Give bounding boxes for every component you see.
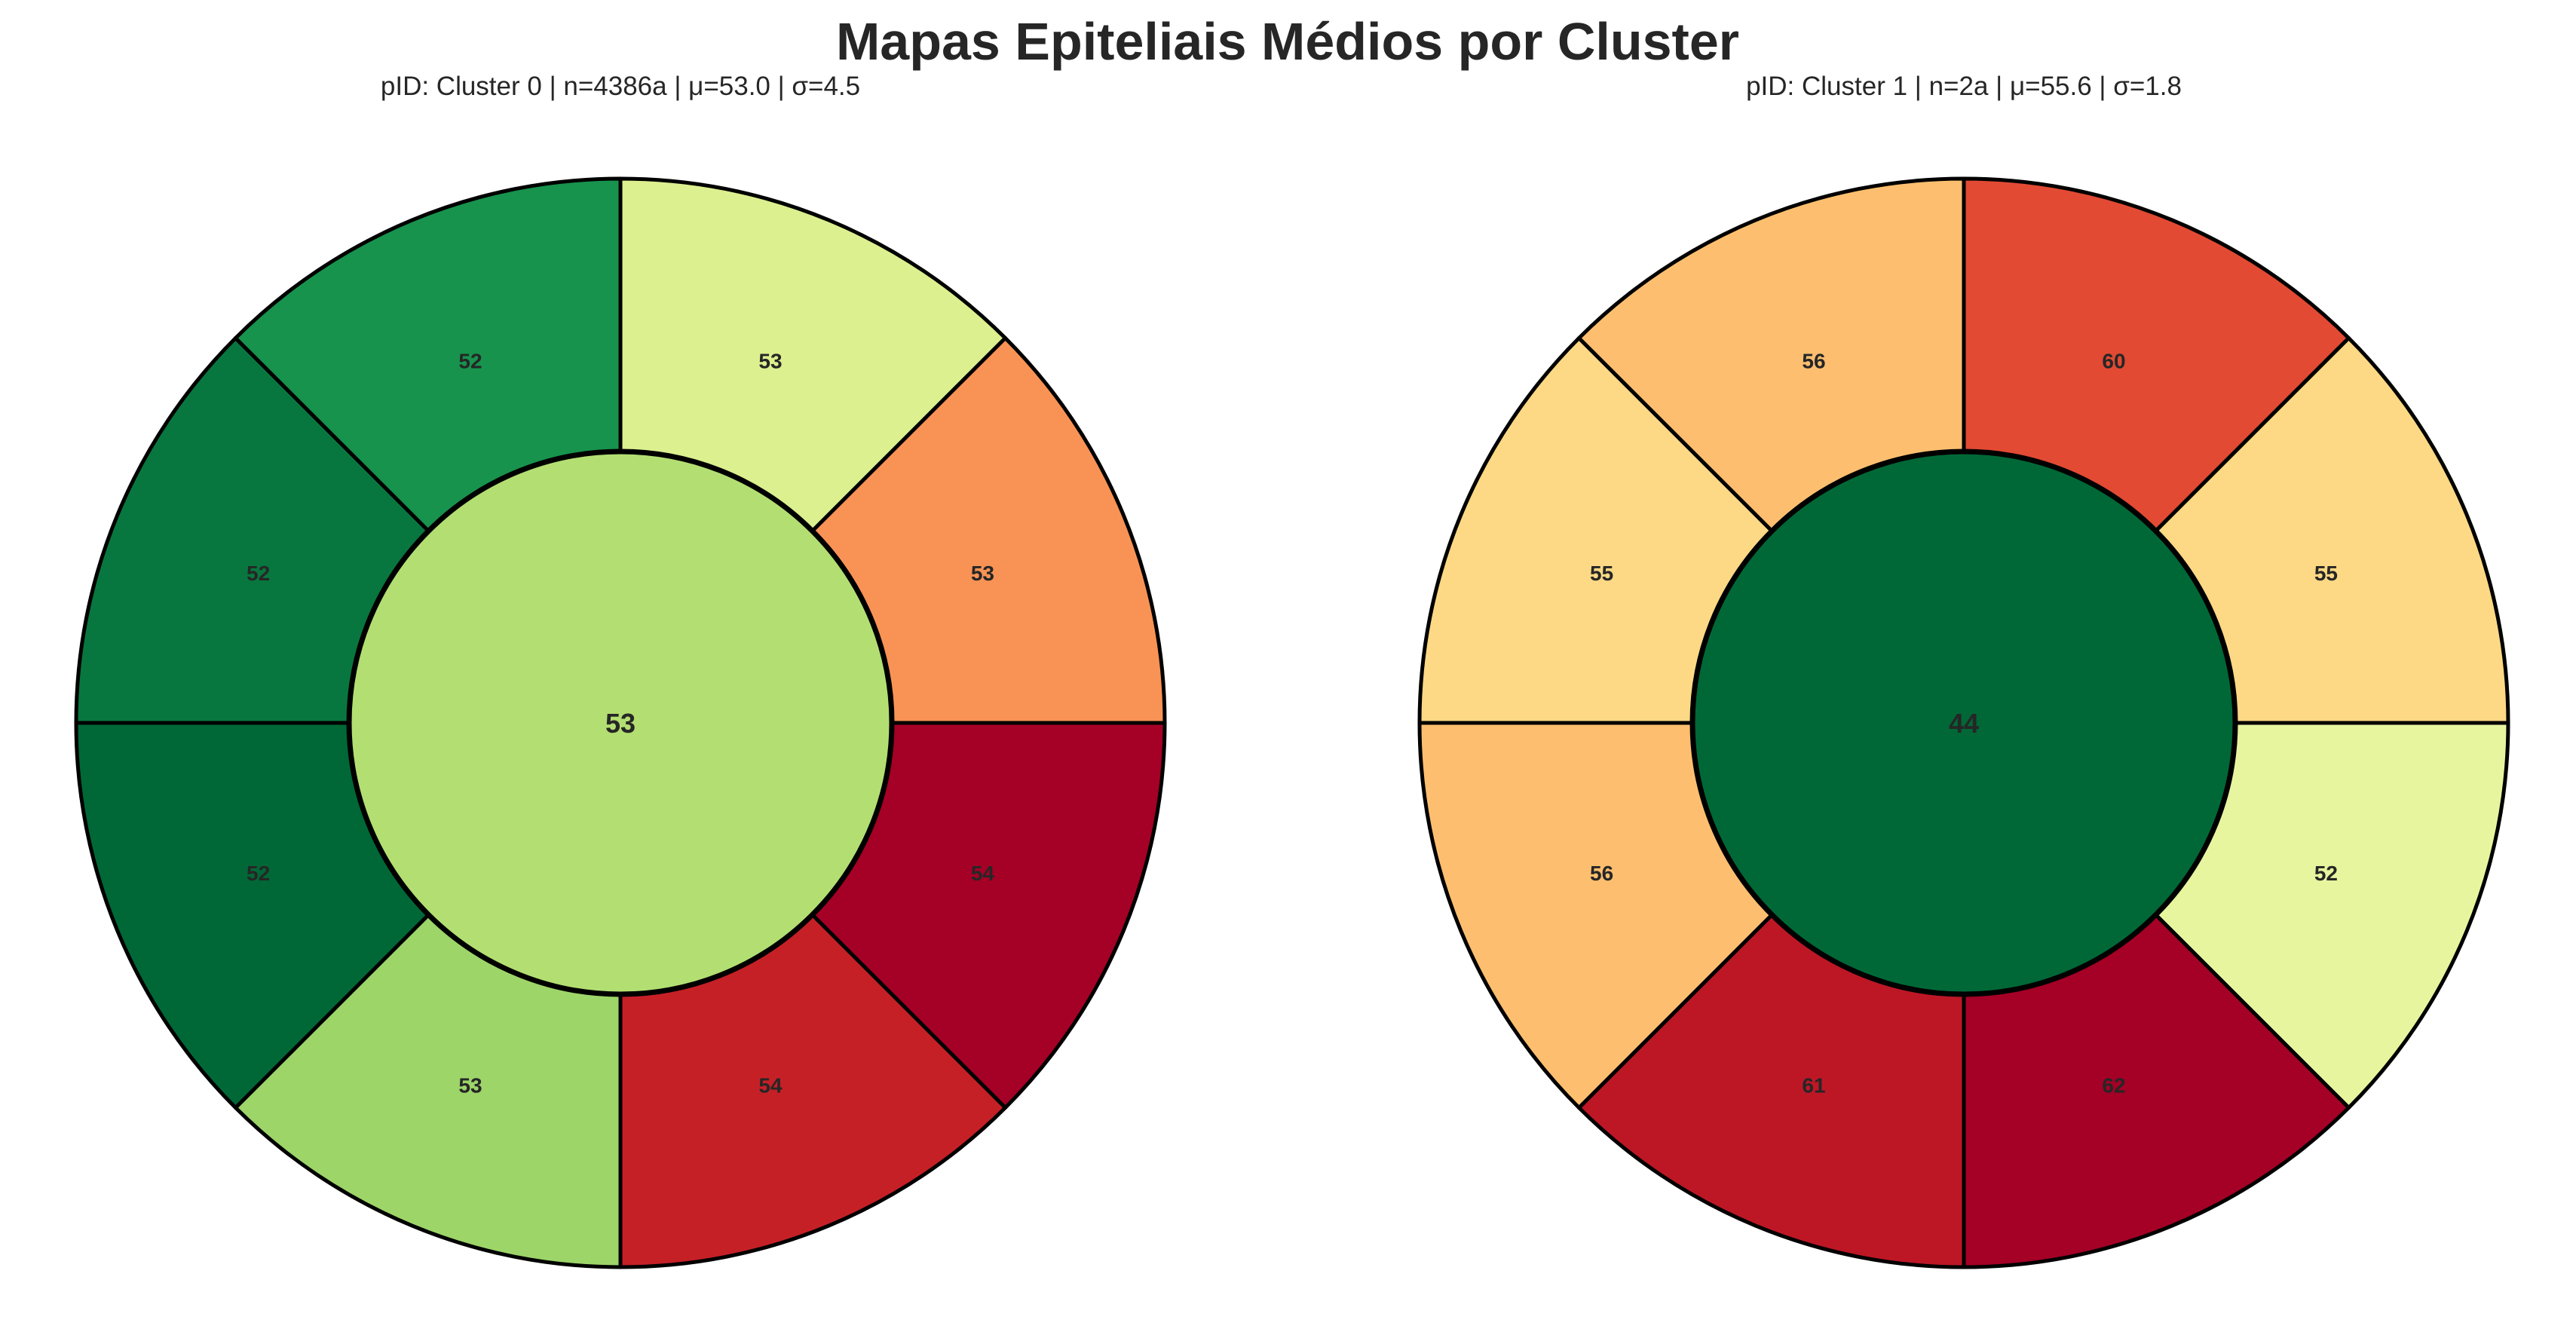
- sector-label-5-cluster-1: 61: [1802, 1073, 1825, 1097]
- sector-label-7-cluster-1: 55: [1590, 562, 1613, 585]
- sector-label-1-cluster-0: 53: [758, 350, 782, 373]
- figure-title: Mapas Epiteliais Médios por Cluster: [836, 12, 1739, 71]
- center-label-cluster-1: 44: [1949, 708, 1979, 739]
- sector-label-3-cluster-0: 54: [971, 862, 995, 885]
- sector-label-2-cluster-1: 55: [2314, 562, 2338, 585]
- center-label-cluster-0: 53: [605, 708, 636, 739]
- sector-label-3-cluster-1: 52: [2314, 862, 2338, 885]
- sector-label-6-cluster-1: 56: [1590, 862, 1613, 885]
- sector-label-4-cluster-1: 62: [2102, 1073, 2125, 1097]
- center-disc-cluster-1: [1689, 449, 2238, 997]
- sector-label-1-cluster-1: 60: [2102, 350, 2125, 373]
- sector-label-4-cluster-0: 54: [758, 1073, 783, 1097]
- sector-label-8-cluster-0: 52: [458, 350, 482, 373]
- chart-cluster-1: pID: Cluster 1 | n=2a | μ=55.6 | σ=1.8 6…: [1417, 72, 2510, 1269]
- sector-label-6-cluster-0: 52: [247, 862, 270, 885]
- chart-title-cluster-0: pID: Cluster 0 | n=4386a | μ=53.0 | σ=4.…: [381, 72, 860, 101]
- chart-title-cluster-1: pID: Cluster 1 | n=2a | μ=55.6 | σ=1.8: [1746, 72, 2182, 101]
- sector-label-8-cluster-1: 56: [1802, 350, 1825, 373]
- center-disc-cluster-0: [346, 449, 895, 997]
- sector-label-5-cluster-0: 53: [458, 1073, 482, 1097]
- sector-label-7-cluster-0: 52: [247, 562, 270, 585]
- chart-cluster-0: pID: Cluster 0 | n=4386a | μ=53.0 | σ=4.…: [74, 72, 1167, 1269]
- sector-label-2-cluster-0: 53: [971, 562, 994, 585]
